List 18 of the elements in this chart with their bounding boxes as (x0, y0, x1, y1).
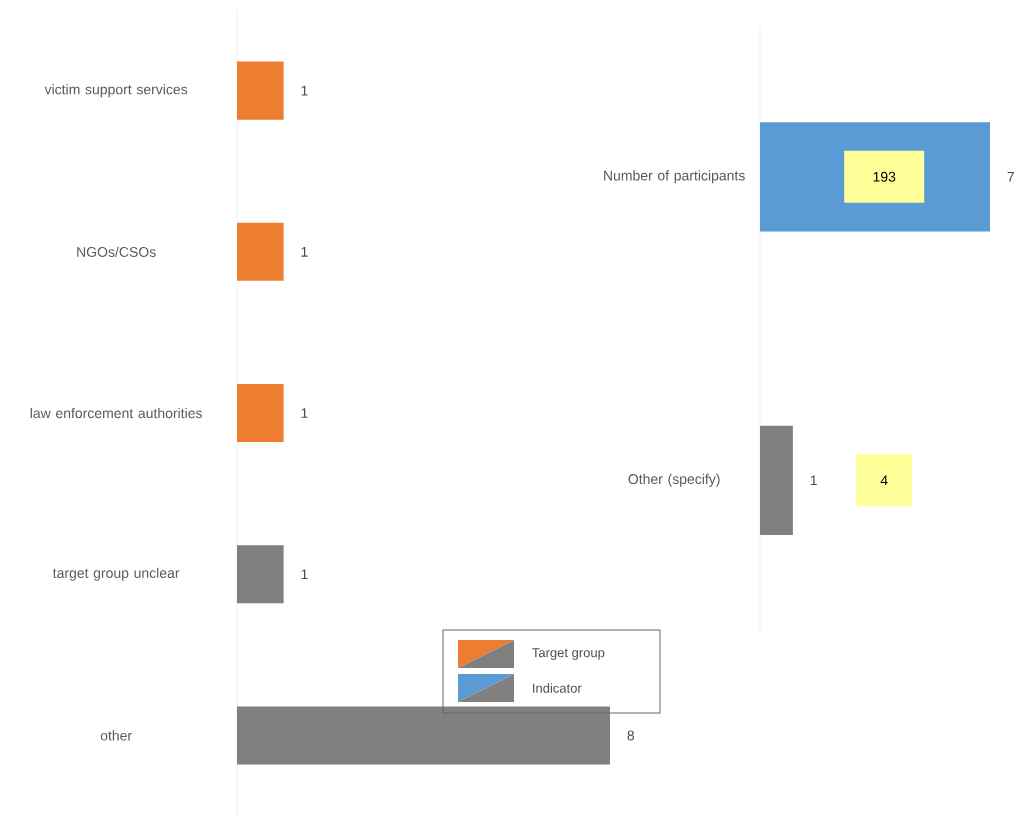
data-label: 1 (301, 569, 308, 579)
data-label: 1 (301, 85, 308, 96)
legend-label: Target group (532, 648, 605, 660)
y-tick-label: other (100, 730, 132, 741)
data-label: 7 (1007, 171, 1014, 182)
data-label: 1 (810, 475, 817, 485)
data-label: 8 (627, 730, 635, 741)
data-label: 1 (301, 246, 308, 257)
data-label: 1 (301, 408, 308, 418)
y-tick-label: NGOs/CSOs (77, 246, 156, 257)
y-tick-label: law enforcement authorities (30, 407, 202, 419)
y-tick-label: Number of participants (604, 170, 745, 184)
annotation: 193 (873, 171, 896, 182)
y-tick-label: Other (specify) (628, 473, 720, 487)
annotation: 4 (880, 475, 888, 485)
y-tick-label: victim support services (44, 84, 188, 98)
legend-label: Indicator (533, 683, 582, 693)
y-tick-label: target group unclear (52, 567, 180, 581)
